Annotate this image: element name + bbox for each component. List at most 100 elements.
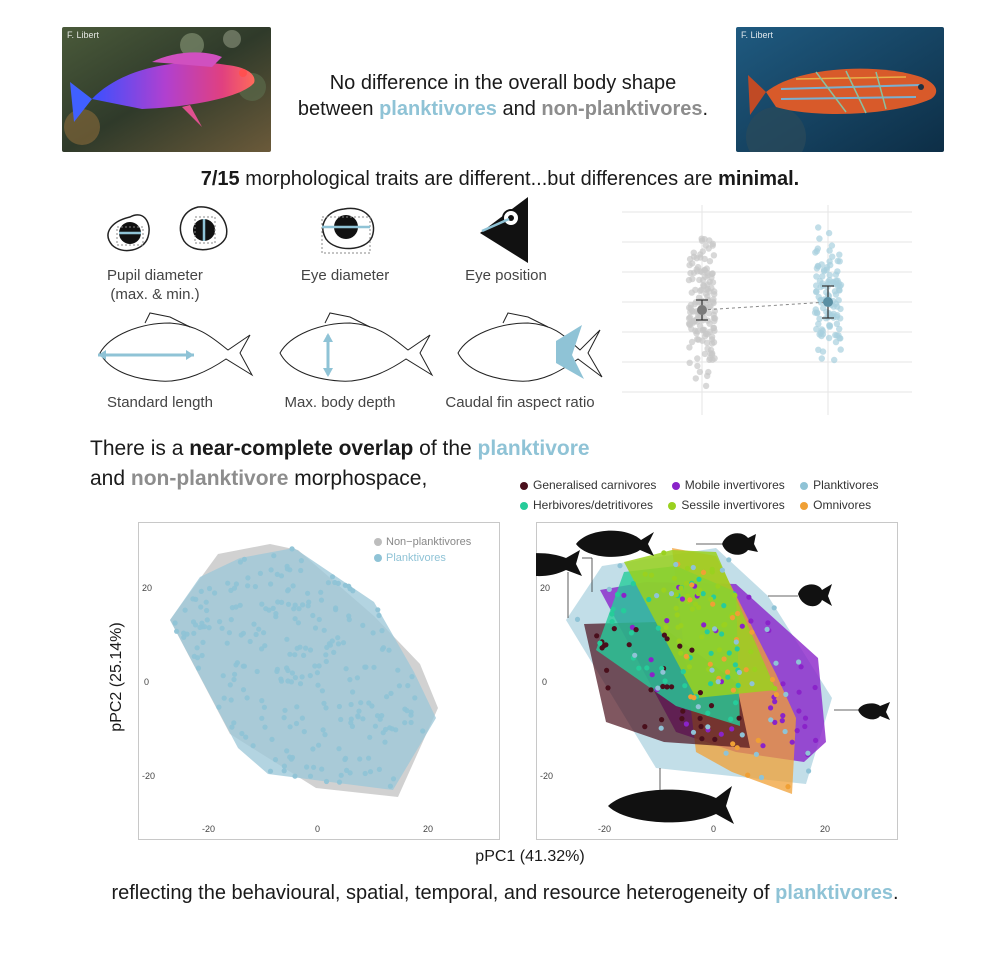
scatter-point	[355, 713, 361, 719]
scatter-point	[204, 617, 210, 623]
scatter-point	[695, 704, 701, 710]
scatter-point	[708, 681, 714, 687]
scatter-point	[363, 664, 369, 670]
scatter-point	[678, 585, 684, 591]
scatter-point	[597, 640, 603, 646]
jitter-point	[812, 306, 819, 313]
scatter-point	[658, 725, 664, 731]
scatter-point	[772, 685, 778, 692]
scatter-point	[692, 601, 699, 607]
scatter-point	[712, 626, 718, 632]
scatter-point	[379, 646, 385, 652]
scatter-point	[297, 681, 304, 687]
jitter-point	[696, 276, 703, 284]
max-body-depth-icon	[279, 312, 434, 382]
scatter-point	[780, 681, 786, 687]
scatter-point	[200, 639, 206, 645]
x-axis-label: pPC1 (41.32%)	[475, 848, 585, 865]
scatter-point	[348, 720, 354, 726]
scatter-point	[386, 647, 392, 653]
scatter-point	[237, 602, 243, 608]
scatter-point	[682, 683, 688, 689]
scatter-point	[384, 694, 390, 700]
scatter-point	[318, 589, 324, 595]
scatter-point	[691, 695, 697, 701]
scatter-point	[648, 657, 654, 663]
scatter-point	[660, 669, 666, 675]
scatter-point	[574, 616, 581, 622]
legend-omnivores: Omnivores	[800, 498, 871, 512]
jitter-point	[813, 273, 820, 280]
scatter-point	[219, 625, 225, 631]
jitter-point	[704, 293, 711, 300]
jitter-plot	[622, 205, 912, 415]
legend-herbivores-detritivores: Herbivores/detritivores	[520, 498, 653, 512]
scatter-point	[679, 716, 685, 722]
scatter-point	[697, 715, 703, 721]
jitter-point	[831, 356, 838, 364]
scatter-point	[271, 553, 277, 559]
right-y-tick-minus20: -20	[540, 771, 554, 781]
scatter-point	[338, 716, 344, 723]
scatter-point	[281, 768, 287, 774]
scatter-point	[661, 550, 667, 556]
jitter-point	[686, 255, 694, 263]
scatter-point	[659, 665, 665, 671]
scatter-point	[405, 683, 411, 689]
scatter-point	[182, 607, 188, 613]
scatter-point	[728, 716, 734, 722]
jitter-point	[706, 258, 714, 265]
scatter-point	[739, 623, 745, 629]
scatter-point	[689, 582, 695, 588]
jitter-point	[837, 335, 844, 342]
scatter-point	[687, 597, 693, 603]
scatter-point	[174, 628, 180, 634]
scatter-point	[197, 624, 203, 630]
scatter-point	[743, 667, 749, 673]
scatter-point	[227, 682, 233, 688]
scatter-point	[699, 736, 705, 742]
jitter-point	[690, 317, 698, 324]
scatter-point	[655, 625, 661, 631]
scatter-point	[261, 704, 267, 710]
scatter-point	[765, 620, 771, 626]
scatter-point	[362, 770, 368, 777]
scatter-point	[662, 678, 668, 684]
scatter-point	[269, 736, 275, 742]
scatter-point	[678, 650, 684, 656]
scatter-point	[749, 681, 755, 687]
jitter-point	[831, 288, 839, 295]
scatter-point	[683, 653, 689, 659]
jitter-point	[701, 350, 709, 358]
scatter-point	[329, 574, 336, 580]
scatter-point	[780, 713, 786, 719]
scatter-point	[301, 729, 307, 735]
scatter-point	[220, 673, 226, 679]
scatter-point	[794, 728, 800, 734]
scatter-point	[675, 624, 681, 630]
damselfish-silhouette-icon	[722, 533, 758, 555]
scatter-point	[316, 663, 322, 669]
scatter-point	[663, 624, 669, 630]
scatter-point	[700, 591, 706, 597]
scatter-point	[232, 671, 238, 677]
scatter-point	[715, 679, 721, 685]
scatter-point	[278, 573, 285, 579]
jitter-point	[688, 338, 696, 346]
scatter-point	[697, 690, 703, 696]
scatter-point	[705, 724, 711, 730]
footer-text: reflecting the behavioural, spatial, tem…	[111, 882, 899, 904]
jitter-point	[698, 235, 705, 242]
legend-mobile-invertivores: Mobile invertivores	[671, 478, 785, 492]
scatter-point	[696, 604, 702, 611]
scatter-point	[712, 736, 718, 742]
jitter-point	[830, 279, 837, 286]
trait-label-standard-length: Standard length	[107, 394, 213, 411]
scatter-point	[379, 713, 385, 719]
scatter-point	[350, 689, 356, 695]
left-x-tick-minus20: -20	[202, 824, 216, 834]
scatter-point	[661, 587, 667, 593]
scatter-point	[212, 590, 218, 596]
jitter-point	[710, 324, 718, 331]
jitter-point	[710, 339, 718, 346]
